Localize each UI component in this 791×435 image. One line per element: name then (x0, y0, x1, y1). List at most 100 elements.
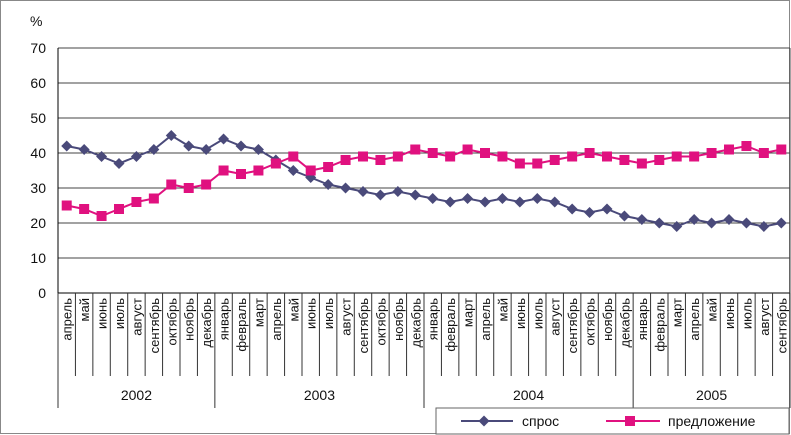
data-point (531, 193, 543, 204)
data-point (445, 151, 456, 162)
data-point (479, 196, 491, 208)
data-point (514, 158, 525, 169)
data-point (392, 151, 403, 162)
data-point (584, 148, 595, 158)
data-point (78, 144, 90, 155)
year-label: 2004 (513, 387, 544, 403)
month-label: декабрь (408, 298, 423, 348)
data-point (776, 144, 787, 155)
month-label: апрель (687, 298, 702, 341)
x-axis (57, 293, 791, 376)
data-point (287, 165, 299, 176)
series-2 (61, 141, 787, 221)
data-point (323, 162, 334, 172)
data-point (741, 141, 752, 151)
data-point (706, 217, 718, 229)
month-label: январь (426, 298, 441, 340)
legend: спрос предложение (435, 407, 790, 435)
data-point (566, 203, 578, 215)
data-point (619, 155, 630, 165)
data-point (218, 165, 229, 176)
data-point (358, 151, 368, 162)
data-point (114, 204, 124, 214)
data-point (480, 148, 490, 158)
data-series (61, 130, 787, 232)
y-tick-label: 30 (30, 180, 46, 196)
data-point (618, 210, 630, 222)
data-point (270, 158, 281, 169)
y-tick-label: 60 (30, 75, 46, 91)
data-point (444, 196, 456, 208)
month-label: май (77, 298, 92, 321)
data-point (427, 148, 438, 158)
month-label: сентябрь (356, 298, 371, 354)
y-tick-label: 0 (38, 285, 46, 301)
data-point (183, 183, 194, 193)
data-point (165, 130, 177, 141)
data-point (148, 144, 160, 155)
data-point (724, 144, 734, 155)
data-point (235, 140, 247, 152)
x-axis-month-labels: апрель май июнь июль август сентябрь октябрь но… (60, 298, 790, 354)
month-label: март (461, 298, 476, 327)
data-point (113, 158, 125, 169)
data-point (740, 217, 752, 229)
data-point (148, 193, 159, 204)
data-point (340, 182, 352, 194)
data-point (410, 144, 421, 155)
data-point (775, 217, 787, 229)
data-point (288, 151, 299, 162)
data-point (322, 179, 334, 190)
y-tick-label: 40 (30, 145, 46, 161)
data-point (392, 186, 404, 197)
year-label: 2002 (121, 387, 152, 403)
month-label: апрель (478, 298, 493, 341)
month-label: декабрь (199, 298, 214, 348)
data-point (375, 155, 386, 165)
data-point (218, 133, 230, 145)
data-point (671, 221, 683, 232)
data-point (374, 189, 386, 201)
data-point (584, 207, 596, 218)
month-label: ноябрь (391, 298, 406, 341)
month-label: июль (112, 298, 127, 329)
data-point (497, 151, 508, 162)
y-tick-label: 20 (30, 215, 46, 231)
data-point (131, 197, 142, 207)
data-point (253, 165, 264, 176)
month-label: декабрь (617, 298, 632, 348)
data-point (706, 148, 717, 158)
x-axis-year-labels: 2002 2003 2004 2005 (57, 376, 791, 408)
data-point (549, 196, 561, 208)
data-point (96, 151, 108, 162)
data-point (183, 140, 195, 152)
data-point (549, 155, 560, 165)
data-point (514, 196, 526, 208)
data-point (201, 179, 212, 190)
month-label: август (548, 298, 563, 336)
month-label: июль (739, 298, 754, 329)
month-label: июнь (722, 298, 737, 329)
data-point (567, 151, 578, 162)
month-label: октябрь (583, 298, 598, 346)
data-point (96, 211, 107, 221)
data-point (79, 204, 90, 214)
month-label: июль (530, 298, 545, 329)
data-point (200, 144, 212, 155)
month-label: октябрь (373, 298, 388, 346)
month-label: ноябрь (600, 298, 615, 341)
month-label: июнь (304, 298, 319, 329)
data-point (653, 217, 665, 229)
month-label: май (705, 298, 720, 321)
data-point (654, 155, 665, 165)
data-point (130, 151, 142, 162)
data-point (427, 193, 439, 204)
legend-marker (625, 416, 635, 426)
data-point (496, 193, 508, 204)
month-label: май (286, 298, 301, 321)
data-point (305, 165, 316, 176)
month-label: январь (635, 298, 650, 340)
data-point (532, 158, 543, 169)
